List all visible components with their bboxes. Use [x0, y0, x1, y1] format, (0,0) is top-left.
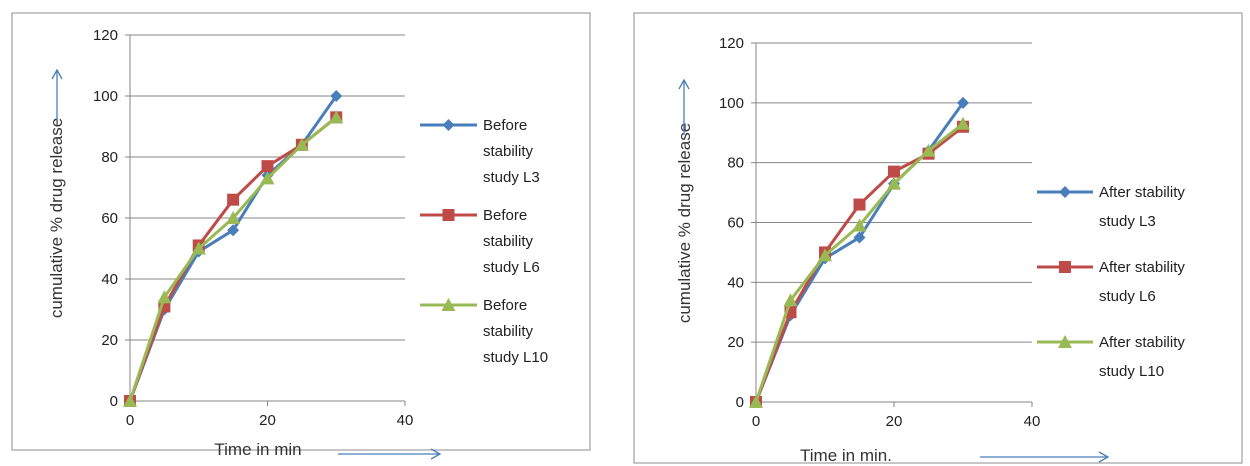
data-point [783, 293, 798, 307]
legend-label: Before [483, 207, 527, 224]
legend-label: stability [483, 323, 534, 340]
y-tick-label: 40 [101, 271, 118, 288]
legend-label: study L6 [1099, 288, 1156, 305]
legend-marker [1059, 186, 1071, 198]
legend-item-1: After stability study L3 [1037, 184, 1185, 230]
x-tick-label: 40 [1024, 413, 1041, 430]
legend-item-3: After stability study L10 [1037, 334, 1185, 380]
legend-item-2: Before stability study L6 [420, 207, 540, 276]
y-tick-label: 100 [719, 95, 744, 112]
data-point [818, 248, 832, 262]
series-3 [123, 110, 344, 407]
data-point [921, 143, 936, 157]
legend-item-1: Before stability study L3 [420, 117, 540, 186]
legend-label: After stability [1099, 334, 1185, 351]
y-tick-label: 80 [101, 149, 118, 166]
up-arrow-head-icon [678, 78, 690, 90]
data-point [157, 290, 172, 304]
x-axis-title: Time in min [214, 440, 301, 459]
data-point [329, 110, 344, 124]
legend-label: After stability [1099, 259, 1185, 276]
data-point [330, 90, 343, 102]
legend-label: study L3 [1099, 213, 1156, 230]
legend-marker [1059, 261, 1071, 273]
legend-item-3: Before stability study L10 [420, 297, 548, 366]
data-point [227, 193, 240, 206]
x-tick-label: 20 [886, 413, 903, 430]
data-point [957, 96, 969, 109]
data-point [123, 394, 137, 407]
x-tick-label: 40 [397, 412, 414, 429]
data-point [956, 116, 970, 130]
legend-marker [442, 119, 455, 131]
x-tick-label: 0 [752, 413, 760, 430]
data-point [227, 224, 240, 237]
legend-label: study L10 [1099, 363, 1164, 380]
y-axis-title: cumulative % drug release [675, 123, 694, 323]
legend-marker [441, 298, 456, 311]
legend-label: After stability [1099, 184, 1185, 201]
y-tick-label: 60 [727, 215, 744, 232]
x-tick-label: 20 [259, 412, 276, 429]
y-tick-label: 40 [727, 274, 744, 291]
legend-label: Before [483, 297, 527, 314]
data-point [294, 137, 309, 151]
y-tick-label: 0 [736, 394, 744, 411]
legend-label: Before [483, 117, 527, 134]
data-point [853, 198, 866, 211]
y-tick-label: 80 [727, 155, 744, 172]
data-point [888, 165, 900, 178]
data-point [749, 395, 763, 408]
chart-frame [11, 12, 591, 451]
up-arrow-head-icon [51, 68, 63, 80]
chart-1: 0 20 40 60 80 100 120 0 20 40 cumulative % drug re… [11, 12, 591, 460]
y-tick-label: 20 [727, 334, 744, 351]
y-tick-label: 100 [93, 88, 118, 105]
data-point [852, 218, 867, 232]
x-axis-title: Time in min. [800, 446, 892, 465]
chart-2: 0 20 40 60 80 100 120 0 20 40 cumulative % drug re… [633, 12, 1243, 465]
chart-frame [633, 12, 1243, 464]
data-point [226, 211, 241, 224]
legend-marker [442, 209, 455, 221]
data-point [887, 176, 901, 190]
x-tick-label: 0 [126, 412, 134, 429]
y-axis-title: cumulative % drug release [47, 118, 66, 318]
legend-item-2: After stability study L6 [1037, 259, 1185, 305]
legend-label: stability [483, 143, 534, 160]
legend-label: study L3 [483, 169, 540, 186]
y-tick-label: 20 [101, 332, 118, 349]
data-point [261, 160, 274, 173]
legend-marker [1058, 335, 1072, 348]
data-point [853, 231, 866, 244]
legend-label: study L10 [483, 349, 548, 366]
legend-label: study L6 [483, 259, 540, 276]
y-tick-label: 120 [719, 35, 744, 52]
y-tick-label: 0 [110, 393, 118, 410]
right-arrow-head-icon [430, 448, 442, 460]
right-arrow-head-icon [1098, 451, 1110, 463]
y-tick-label: 60 [101, 210, 118, 227]
data-point [260, 171, 275, 185]
series-3 [749, 116, 970, 408]
legend-label: stability [483, 233, 534, 250]
y-tick-label: 120 [93, 27, 118, 44]
data-point [191, 241, 206, 255]
